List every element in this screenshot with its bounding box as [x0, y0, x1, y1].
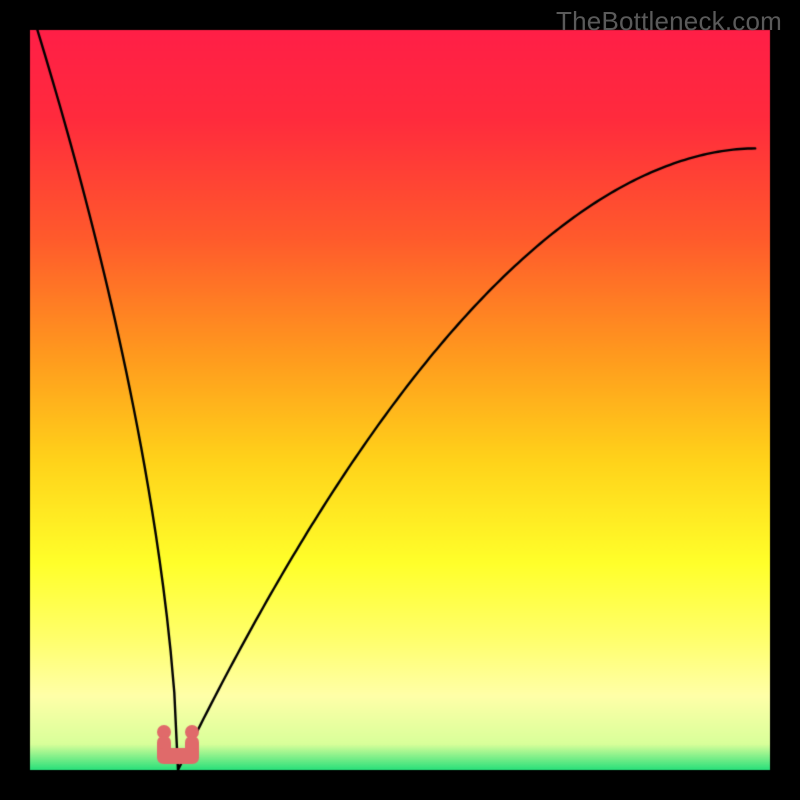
- bottleneck-curve-canvas: [0, 0, 800, 800]
- chart-root: TheBottleneck.com: [0, 0, 800, 800]
- watermark-text: TheBottleneck.com: [556, 6, 782, 37]
